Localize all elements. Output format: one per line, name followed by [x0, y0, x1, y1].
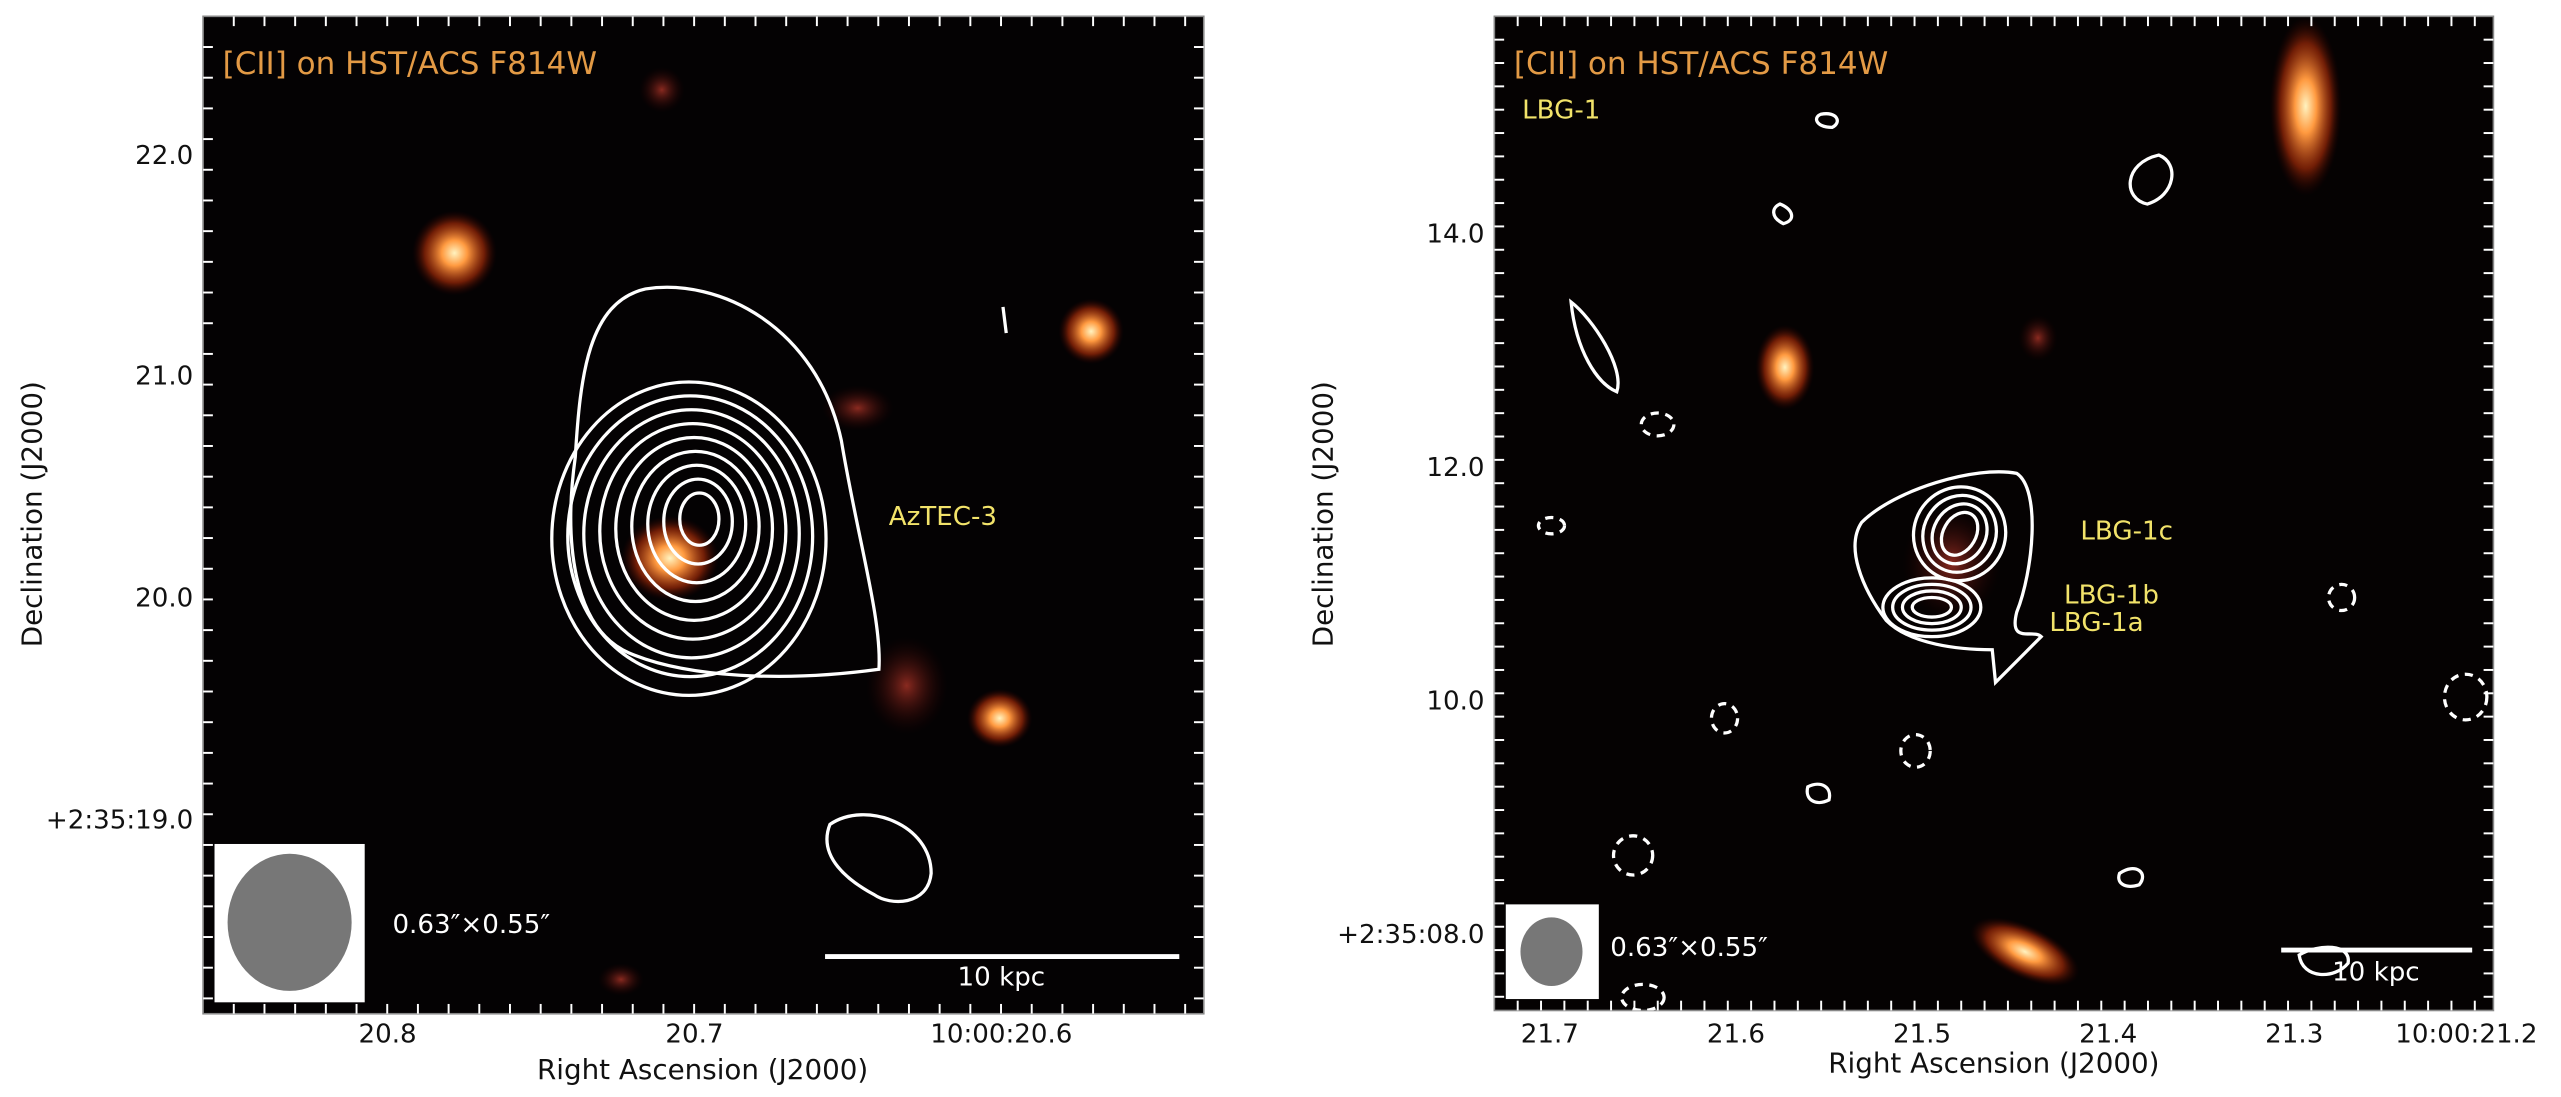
contour: [550, 380, 828, 698]
source-label: LBG-1a: [2049, 608, 2143, 638]
contour: [1921, 493, 1998, 574]
y-tick-label: 14.0: [1426, 220, 1484, 250]
panel-left: [CII] on HST/ACS F814W AzTEC-3 0.63″×0.5…: [15, 15, 1205, 1086]
field-label: LBG-1: [1522, 96, 1600, 126]
x-tick-label: 21.4: [2079, 1019, 2137, 1049]
contour: [566, 394, 815, 679]
panel-title: [CII] on HST/ACS F814W: [223, 46, 597, 82]
contour: [646, 463, 748, 585]
x-axis-label: Right Ascension (J2000): [537, 1053, 868, 1086]
contour: [1939, 510, 1980, 557]
y-tick-label: 10.0: [1426, 686, 1484, 716]
contour: [1910, 595, 1954, 619]
image-frame: [202, 15, 1205, 1015]
panel-title: [CII] on HST/ACS F814W: [1514, 46, 1888, 82]
beam: [227, 853, 352, 991]
contour: [614, 435, 775, 622]
x-tick-label: 21.5: [1893, 1019, 1951, 1049]
contour: [598, 421, 788, 641]
source-label: LBG-1b: [2064, 580, 2159, 610]
contour: [1891, 582, 1973, 632]
contour: [678, 491, 721, 547]
x-tick-label: 21.6: [1707, 1019, 1765, 1049]
image: [412, 66, 1124, 996]
x-axis-label: Right Ascension (J2000): [1828, 1046, 2159, 1079]
panel-right: [CII] on HST/ACS F814W LBG-1 LBG-1c LBG-…: [1307, 15, 2537, 1079]
y-tick-label: 21.0: [135, 362, 193, 392]
contour: [1930, 502, 1989, 566]
x-tick-label: 21.3: [2265, 1019, 2323, 1049]
y-tick-label: +2:35:08.0: [1337, 920, 1484, 950]
contour: [1900, 589, 1963, 626]
y-axis-label: Declination (J2000): [1307, 381, 1340, 647]
contour: [582, 408, 801, 660]
scale-bar-label: 10 kpc: [2332, 957, 2420, 987]
beam-label: 0.63″×0.55″: [1610, 933, 1768, 963]
contour: [1881, 576, 1983, 639]
source-label: AzTEC-3: [889, 502, 997, 532]
y-tick-label: 22.0: [135, 141, 193, 171]
y-tick-label: 20.0: [135, 584, 193, 614]
source-label: LBG-1c: [2080, 517, 2173, 547]
y-tick-label: +2:35:19.0: [46, 806, 193, 836]
x-tick-label: 10:00:20.6: [930, 1019, 1072, 1049]
beam: [1520, 917, 1583, 986]
contour: [1911, 485, 2008, 583]
x-tick-label: 20.7: [665, 1019, 723, 1049]
x-tick-label: 21.7: [1521, 1019, 1579, 1049]
scale-bar-label: 10 kpc: [958, 962, 1046, 992]
x-tick-label: 20.8: [358, 1019, 416, 1049]
x-tick-label: 10:00:21.2: [2395, 1019, 2537, 1049]
contour: [630, 449, 761, 604]
contour: [662, 477, 734, 566]
y-tick-label: 12.0: [1426, 453, 1484, 483]
y-axis-label: Declination (J2000): [15, 381, 48, 647]
image: [1536, 16, 2489, 1011]
beam-label: 0.63″×0.55″: [392, 910, 550, 940]
